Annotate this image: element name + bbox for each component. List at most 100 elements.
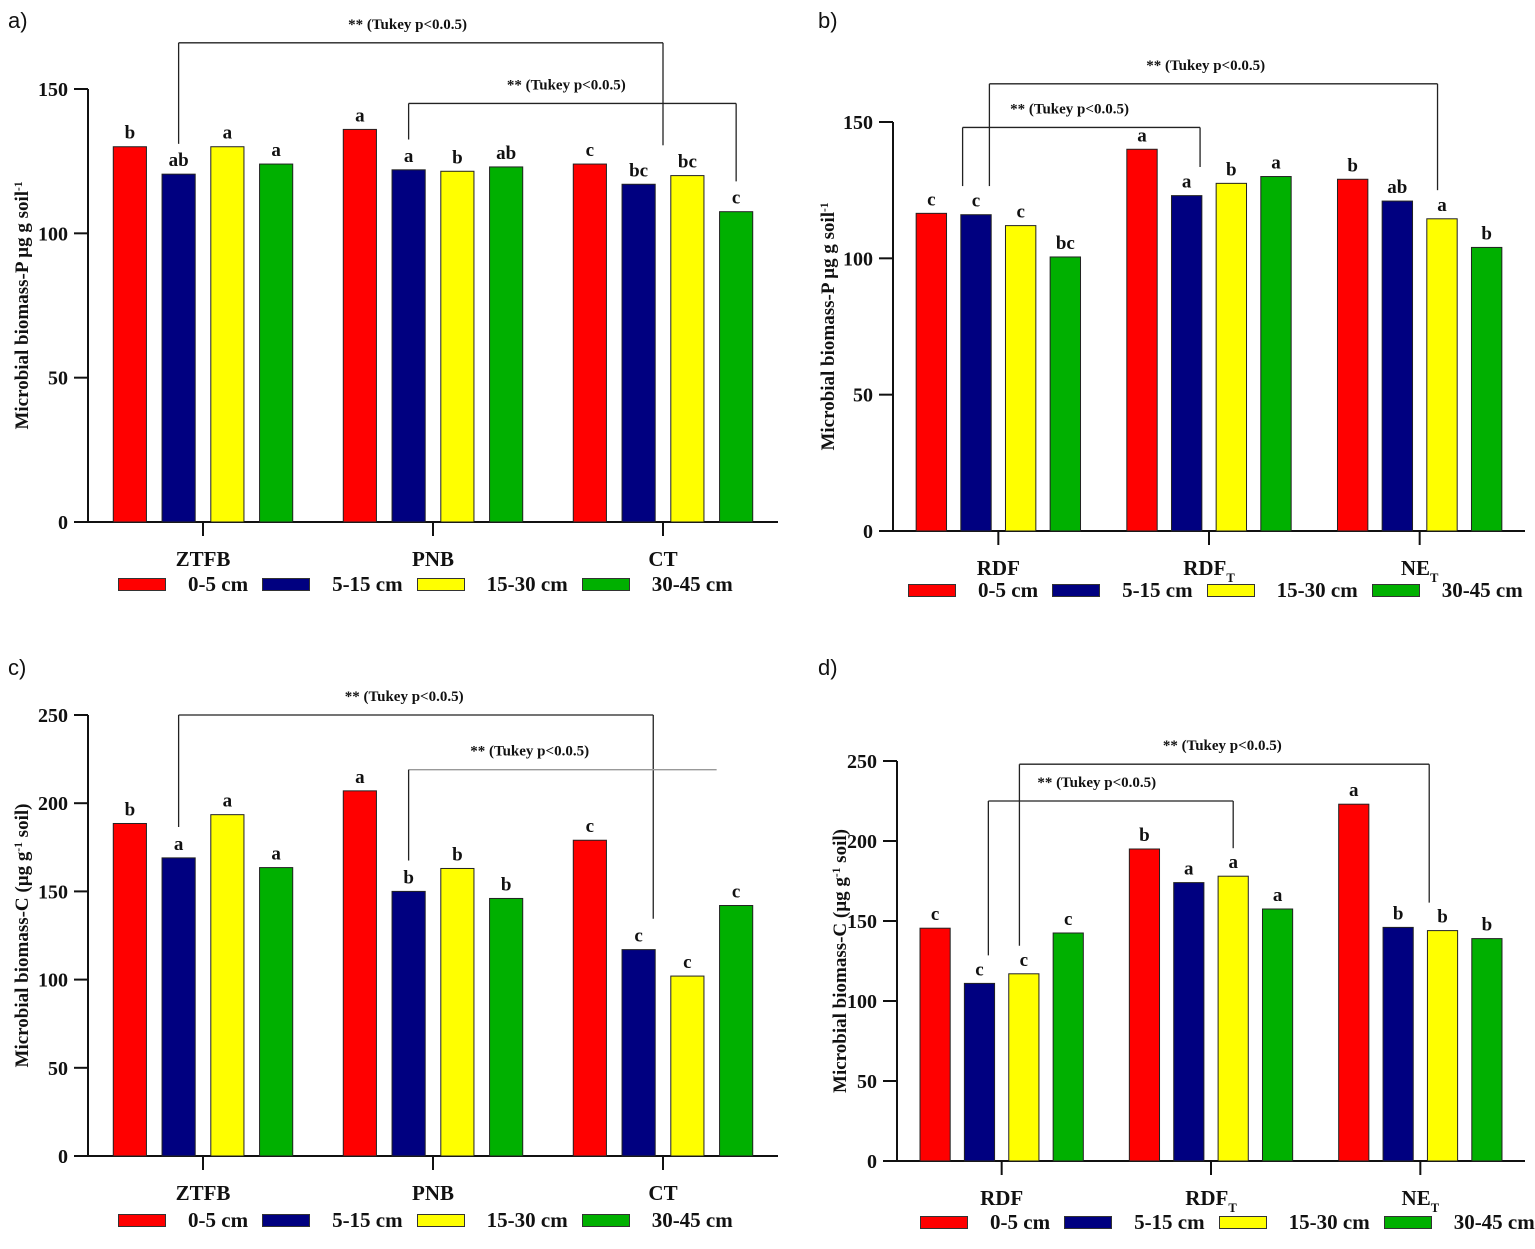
text-part: Microbial biomass-C (µg g	[12, 851, 33, 1067]
bar-30-45cm	[489, 897, 524, 1157]
legend-swatch	[1052, 584, 1101, 597]
text-part: CT	[648, 547, 677, 571]
bar-15-30cm	[1215, 182, 1248, 532]
bar-15-30cm	[1217, 875, 1249, 1162]
bar-0-5cm	[1126, 148, 1158, 532]
superscript: -1	[13, 181, 25, 191]
text-part: CT	[648, 1181, 677, 1205]
y-tick-label: 150	[38, 881, 68, 903]
significance-letter: b	[1481, 223, 1492, 244]
legend-label: 15-30 cm	[486, 1208, 568, 1232]
significance-letter: c	[683, 952, 691, 973]
text-part: Microbial biomass-P µg g soil	[12, 191, 33, 430]
legend-label: 5-15 cm	[1122, 578, 1193, 602]
y-tick-label: 150	[843, 112, 873, 134]
x-tick-label: CT	[648, 547, 677, 571]
bar-5-15cm	[1173, 882, 1205, 1162]
bar-15-30cm	[1008, 973, 1040, 1162]
x-tick-label: RDF	[977, 556, 1020, 580]
legend-swatch	[581, 578, 630, 591]
panel-label: d)	[818, 655, 838, 680]
subscript: T	[1431, 1201, 1440, 1215]
bar-15-30cm	[670, 175, 705, 523]
bar-0-5cm	[112, 822, 147, 1157]
significance-letter: a	[1273, 885, 1283, 906]
bar-0-5cm	[342, 790, 377, 1157]
significance-letter: c	[1020, 950, 1028, 971]
text-part: RDF	[980, 1186, 1023, 1210]
y-tick-label: 150	[38, 79, 68, 101]
y-tick-label: 0	[867, 1151, 877, 1173]
y-tick-label: 0	[58, 512, 68, 534]
bar-0-5cm	[1338, 803, 1370, 1162]
x-tick-label: PNB	[412, 547, 454, 571]
significance-letter: a	[1437, 195, 1447, 216]
significance-letter: a	[271, 140, 281, 161]
legend: 0-5 cm 5-15 cm 15-30 cm 30-45 cm	[118, 1208, 733, 1233]
significance-letter: a	[1349, 780, 1359, 801]
y-axis-label: Microbial biomass-P µg g soil-1	[818, 202, 839, 450]
significance-letter: b	[1393, 903, 1404, 924]
y-tick-label: 50	[853, 385, 873, 407]
subscript: T	[1430, 571, 1439, 585]
significance-letter: c	[972, 191, 980, 212]
bar-30-45cm	[259, 867, 294, 1157]
bar-5-15cm	[621, 949, 656, 1157]
legend-label: 30-45 cm	[1453, 1210, 1535, 1234]
legend-label: 15-30 cm	[486, 572, 568, 596]
superscript: -1	[13, 842, 25, 852]
y-tick-label: 100	[38, 970, 68, 992]
significance-letter: ab	[169, 150, 189, 171]
y-tick-label: 0	[863, 521, 873, 543]
y-tick-label: 100	[843, 248, 873, 270]
significance-letter: c	[732, 188, 740, 209]
panel-label: b)	[818, 8, 838, 33]
bracket-label: ** (Tukey p<0.0.5)	[1010, 101, 1129, 117]
significance-letter: a	[271, 844, 281, 865]
bar-30-45cm	[1470, 246, 1503, 532]
bar-30-45cm	[1260, 176, 1292, 532]
legend-label: 0-5 cm	[188, 1208, 249, 1232]
y-tick-label: 0	[58, 1146, 68, 1168]
significance-letter: ab	[496, 143, 516, 164]
text-part: RDF	[977, 556, 1020, 580]
legend-label: 5-15 cm	[1134, 1210, 1205, 1234]
legend-swatch	[1383, 1216, 1432, 1229]
legend-label: 30-45 cm	[651, 572, 733, 596]
bar-30-45cm	[1471, 938, 1503, 1162]
text-part: Microbial biomass-C (µg g	[830, 877, 851, 1093]
legend: 0-5 cm 5-15 cm 15-30 cm 30-45 cm	[908, 578, 1523, 603]
legend-swatch	[1218, 1216, 1267, 1229]
panel-c: 0 50 100 150 200 250 Microbial biomass-C (µg g…	[12, 689, 778, 1205]
significance-letter: a	[1184, 859, 1194, 880]
significance-letter: b	[125, 123, 136, 144]
x-tick-label: RDF	[980, 1186, 1023, 1210]
bar-0-5cm	[919, 927, 951, 1162]
significance-letter: c	[1064, 909, 1072, 930]
y-tick-label: 100	[847, 991, 877, 1013]
y-tick-label: 200	[847, 831, 877, 853]
x-tick-label: CT	[648, 1181, 677, 1205]
legend: 0-5 cm 5-15 cm 15-30 cm 30-45 cm	[118, 572, 733, 597]
significance-letter: b	[125, 799, 136, 820]
legend-label: 0-5 cm	[990, 1210, 1051, 1234]
text-part: RDF	[1183, 556, 1226, 580]
legend-swatch	[262, 1214, 311, 1227]
bar-0-5cm	[915, 212, 948, 532]
bar-15-30cm	[1426, 930, 1459, 1162]
y-tick-label: 200	[38, 793, 68, 815]
bracket-label: ** (Tukey p<0.0.5)	[348, 17, 467, 33]
legend-label: 0-5 cm	[978, 578, 1039, 602]
significance-letter: bc	[1056, 233, 1075, 254]
bar-0-5cm	[1128, 848, 1161, 1162]
legend-swatch	[920, 1216, 968, 1229]
legend-swatch	[262, 578, 311, 591]
significance-letter: b	[1347, 155, 1358, 176]
significance-letter: ab	[1387, 177, 1407, 198]
legend-label: 30-45 cm	[1441, 578, 1523, 602]
significance-letter: b	[403, 867, 414, 888]
bar-15-30cm	[440, 170, 475, 523]
panel-label: c)	[8, 655, 27, 680]
bar-15-30cm	[210, 146, 245, 523]
